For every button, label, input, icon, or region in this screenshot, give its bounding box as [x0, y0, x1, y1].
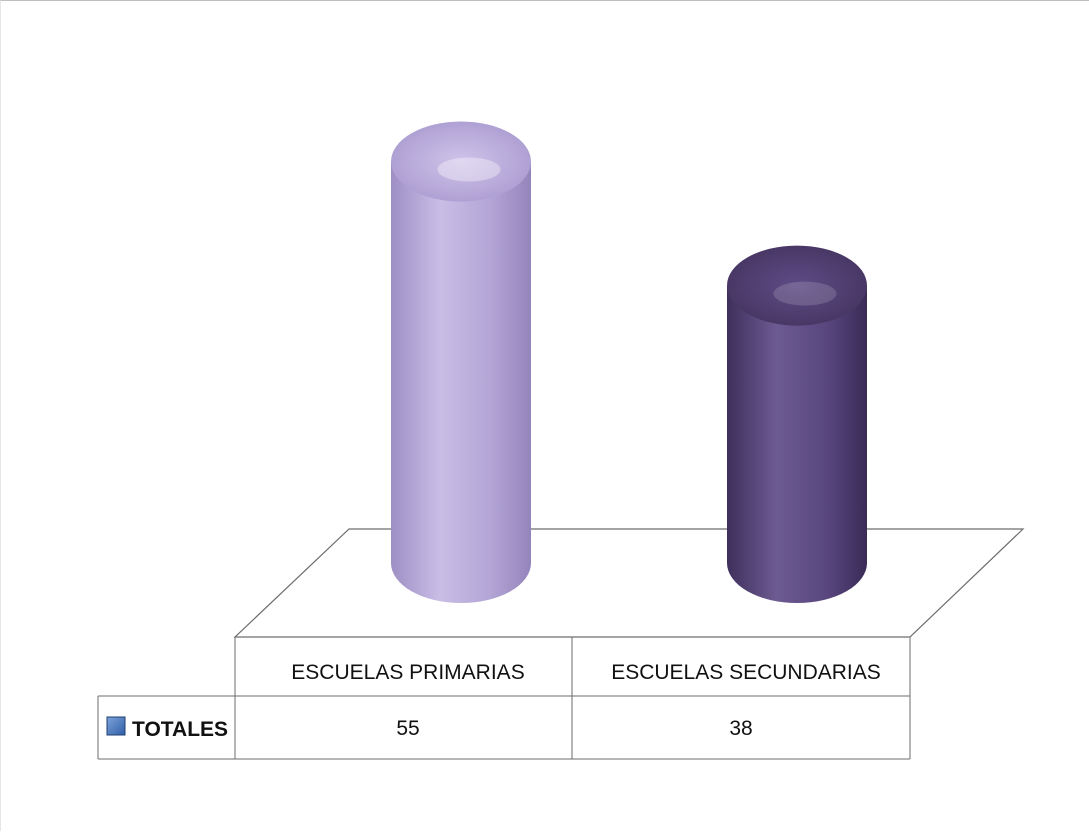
- bar-primarias: [391, 121, 531, 603]
- bar-top-primarias: [391, 121, 531, 202]
- bar-highlight-primarias: [437, 157, 501, 182]
- bar-body-secundarias: [727, 285, 867, 603]
- data-label-secundarias: 38: [729, 717, 752, 740]
- bar-top-secundarias: [727, 245, 867, 326]
- data-table: ESCUELAS PRIMARIAS ESCUELAS SECUNDARIAS …: [97, 637, 911, 760]
- x-tick-label-secundarias: ESCUELAS SECUNDARIAS: [611, 661, 881, 684]
- floor-plane: [233, 528, 1025, 638]
- bar-secundarias: [727, 245, 867, 603]
- chart-floor: [233, 528, 1025, 638]
- bar-body-primarias: [391, 161, 531, 603]
- data-label-primarias: 55: [396, 717, 419, 740]
- bars-layer: [391, 121, 867, 603]
- legend-key-icon: [106, 716, 126, 736]
- bar-highlight-secundarias: [773, 281, 837, 306]
- x-tick-label-primarias: ESCUELAS PRIMARIAS: [291, 661, 524, 684]
- legend-series-label: TOTALES: [132, 718, 228, 741]
